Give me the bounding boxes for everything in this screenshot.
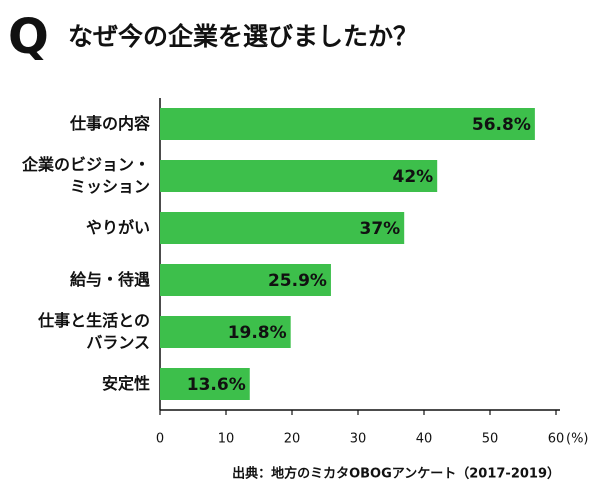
bar	[160, 264, 331, 296]
x-tick-label: 10	[218, 432, 235, 447]
x-tick-label: 50	[482, 432, 499, 447]
bar	[160, 316, 291, 348]
source: 出典：地方のミカタOBOGアンケート（2017-2019）	[232, 466, 560, 482]
category-label: 安定性	[101, 374, 150, 393]
x-tick-label: 40	[416, 432, 433, 447]
value-label: 13.6%	[187, 375, 246, 395]
category-label: やりがい	[85, 218, 150, 237]
category-label: 給与・待遇	[69, 270, 150, 289]
x-axis-label: (%)	[566, 432, 589, 447]
x-tick-label: 60	[548, 432, 565, 447]
title-mark: Q	[8, 9, 49, 65]
value-label: 37%	[359, 219, 400, 239]
category-label: 仕事の内容	[69, 114, 150, 133]
bar	[160, 160, 438, 192]
bar	[160, 108, 535, 140]
bar	[160, 212, 405, 244]
value-label: 42%	[392, 167, 433, 187]
bar	[160, 368, 250, 400]
value-label: 56.8%	[472, 115, 531, 135]
value-label: 19.8%	[228, 323, 287, 343]
x-tick-label: 30	[350, 432, 367, 447]
value-label: 25.9%	[268, 271, 327, 291]
chart-title: なぜ今の企業を選びましたか？	[68, 22, 418, 51]
category-label: 企業のビジョン・ ミッション	[21, 155, 150, 196]
x-tick-label: 0	[156, 432, 164, 447]
category-label: 仕事と生活との バランス	[38, 311, 150, 352]
x-tick-label: 20	[284, 432, 301, 447]
